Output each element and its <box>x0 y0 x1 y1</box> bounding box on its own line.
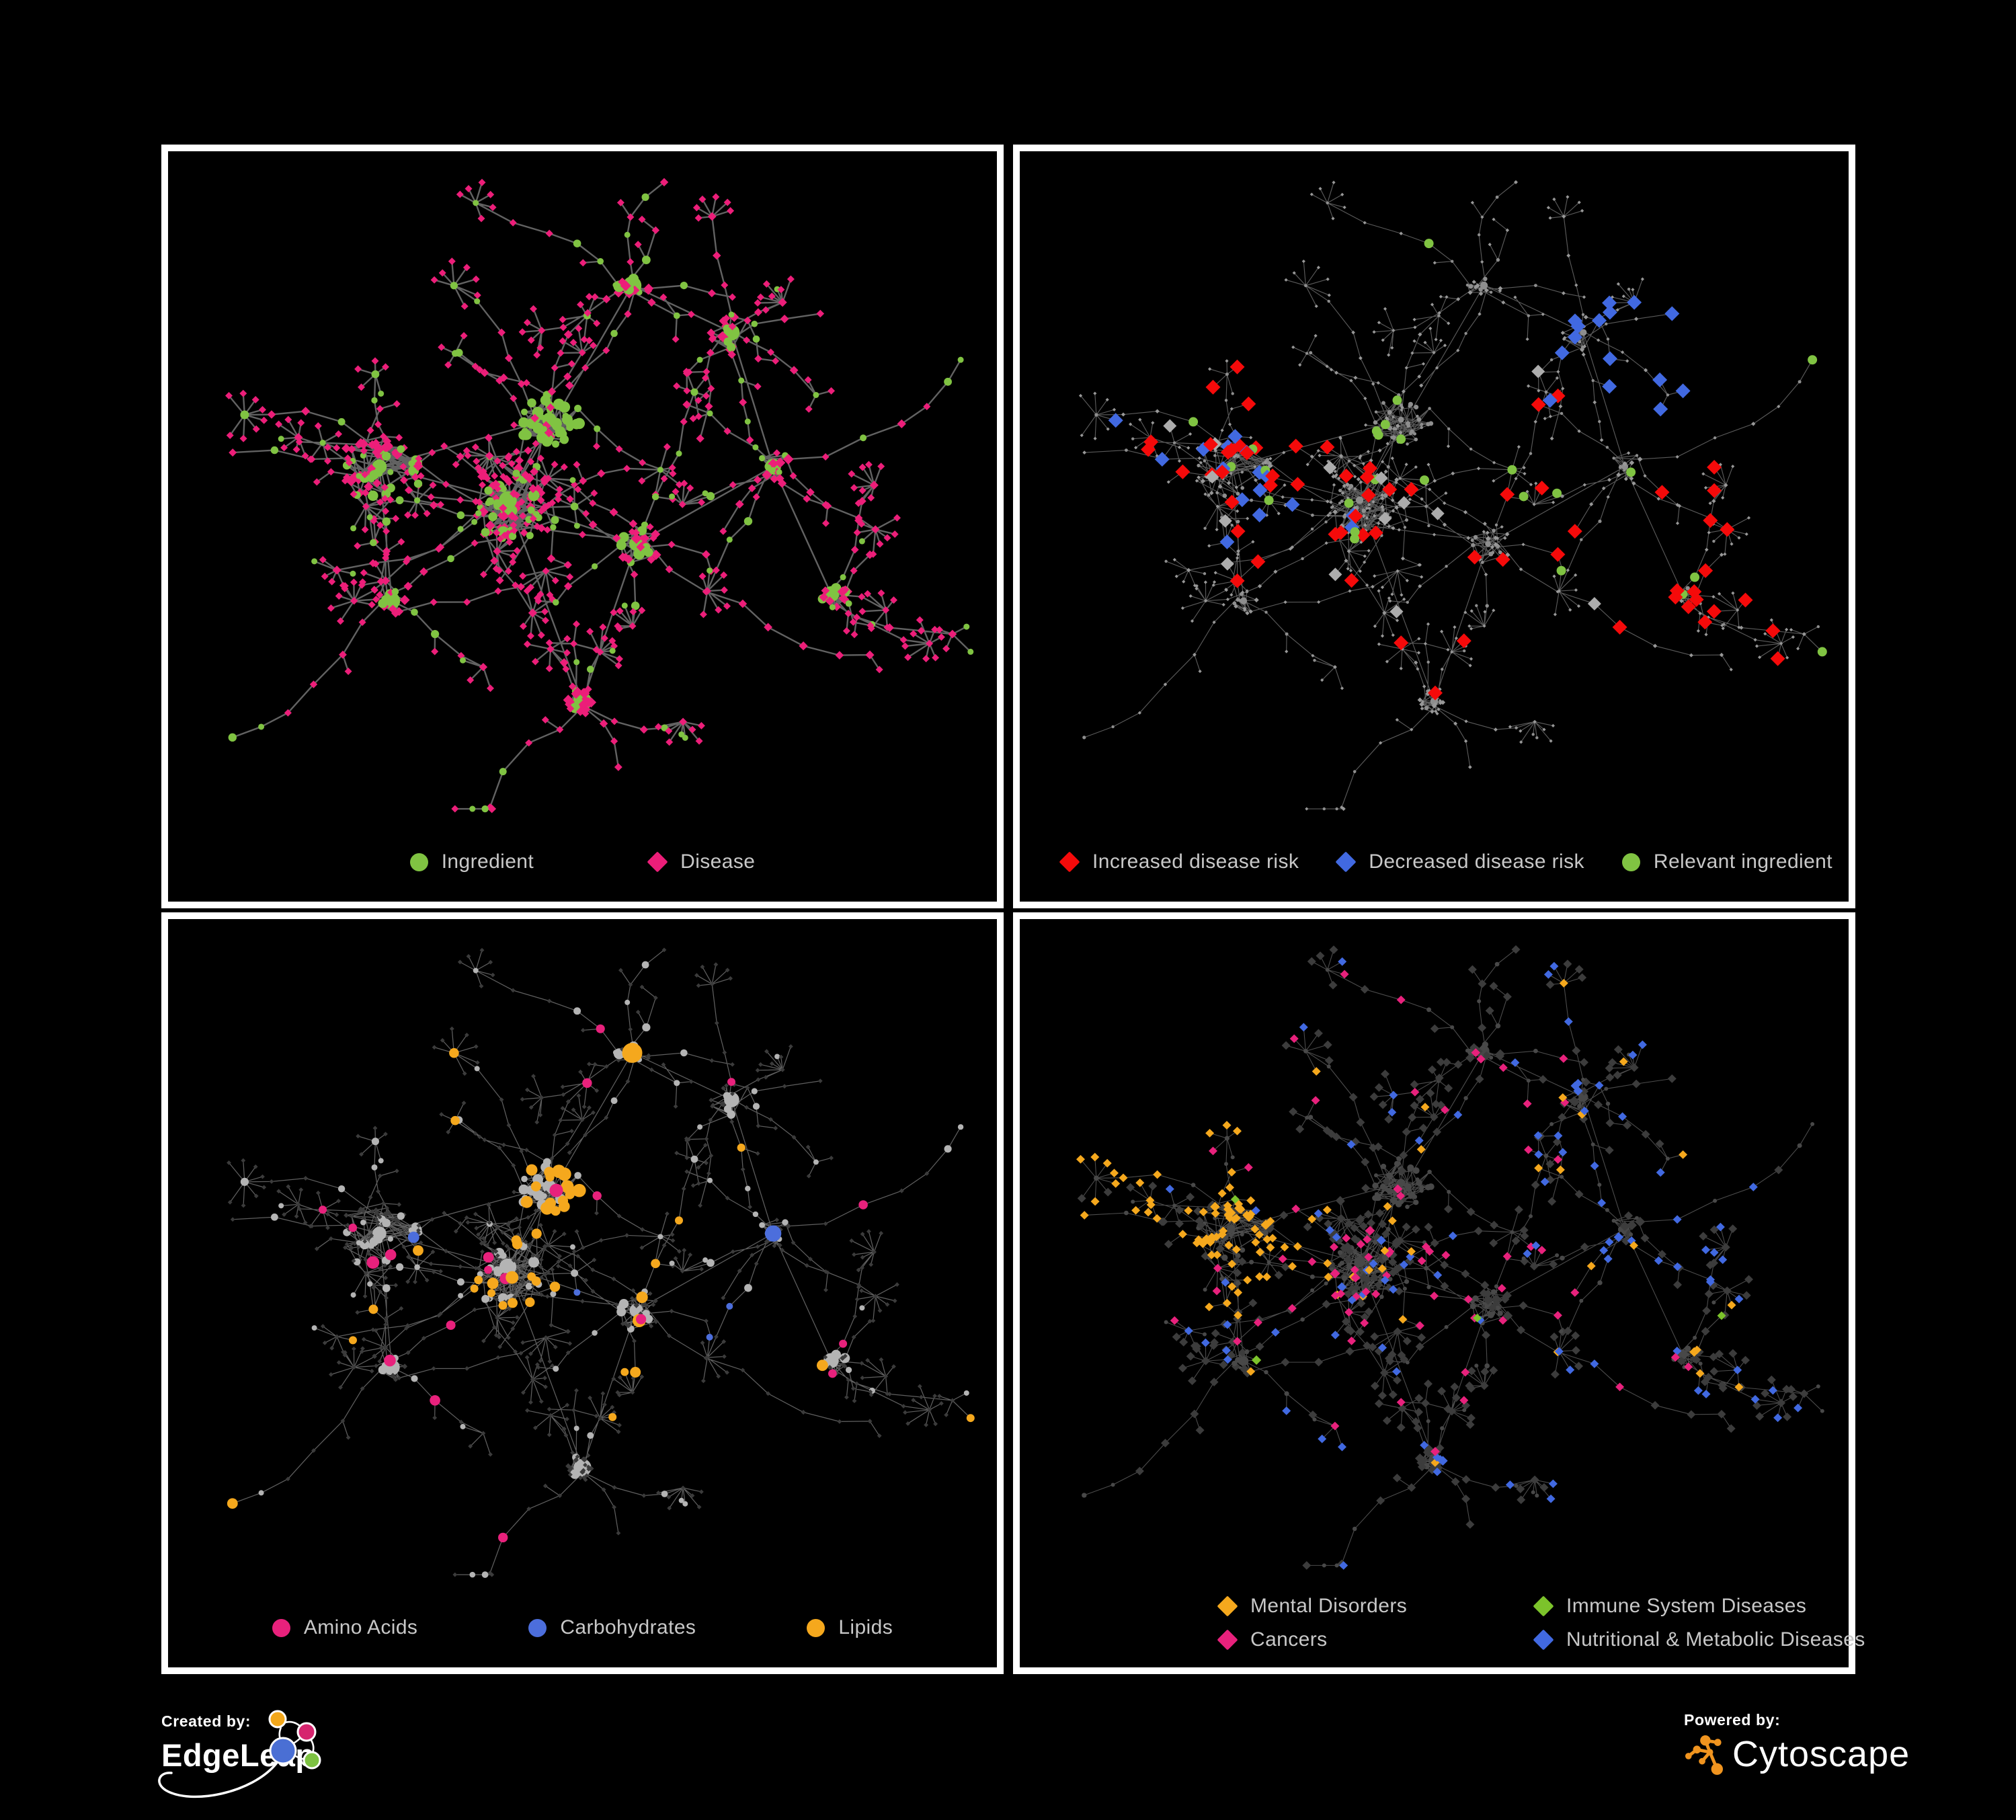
panel-ingredient-classes: Amino Acids Carbohydrates Lipids <box>161 912 1004 1674</box>
legend-circle-marker <box>807 1618 825 1637</box>
panel-ingredient-disease: Ingredient Disease <box>161 145 1004 908</box>
legend-label: Disease <box>680 850 756 873</box>
legend-item: Disease <box>647 850 756 873</box>
legend-label: Ingredient <box>441 850 534 873</box>
legend-diamond-marker <box>1217 1595 1238 1617</box>
edgeleap-wordmark: EdgeLeap <box>161 1737 315 1773</box>
legend-label: Mental Disorders <box>1250 1595 1408 1617</box>
legend-item: Relevant ingredient <box>1621 850 1832 873</box>
edgeleap-credit: Created by: EdgeLeap <box>158 1710 363 1813</box>
legend-circle-marker <box>272 1618 290 1637</box>
network-disease-classes <box>1076 945 1824 1570</box>
legend-disease-risk: Increased disease risk Decreased disease … <box>1020 822 1849 902</box>
cytoscape-wordmark: Cytoscape <box>1732 1734 1910 1774</box>
cytoscape-logo <box>1685 1735 1723 1775</box>
legend-label: Carbohydrates <box>560 1616 696 1638</box>
legend-item: Lipids <box>807 1616 893 1639</box>
legend-circle-marker <box>528 1618 547 1637</box>
legend-ingredient-disease: Ingredient Disease <box>168 822 997 902</box>
legend-label: Relevant ingredient <box>1653 850 1832 873</box>
legend-label: Immune System Diseases <box>1566 1595 1807 1617</box>
legend-label: Nutritional & Metabolic Diseases <box>1566 1628 1865 1651</box>
network-ingredient-disease <box>225 177 974 814</box>
legend-item: Carbohydrates <box>528 1616 696 1639</box>
panel-grid: Ingredient Disease Increased disease risk… <box>161 145 1865 1674</box>
panel-disease-classes: Mental Disorders Immune System Diseases Ca… <box>1013 912 1865 1674</box>
legend-label: Lipids <box>838 1616 893 1638</box>
created-by-label: Created by: <box>161 1712 251 1730</box>
legend-item: Ingredient <box>409 850 534 873</box>
legend-item: Cancers <box>1217 1628 1534 1651</box>
legend-disease-classes: Mental Disorders Immune System Diseases Ca… <box>1020 1579 1865 1667</box>
legend-diamond-marker <box>1335 851 1357 873</box>
legend-label: Increased disease risk <box>1092 850 1299 873</box>
legend-circle-marker <box>409 853 428 871</box>
legend-item: Immune System Diseases <box>1533 1595 1865 1618</box>
legend-item: Mental Disorders <box>1217 1595 1534 1618</box>
legend-diamond-marker <box>1533 1629 1554 1651</box>
network-ingredient-classes <box>227 947 975 1578</box>
legend-item: Increased disease risk <box>1059 850 1299 873</box>
legend-label: Decreased disease risk <box>1369 850 1584 873</box>
legend-diamond-marker <box>647 851 668 873</box>
legend-diamond-marker <box>1217 1629 1238 1651</box>
legend-circle-marker <box>1621 853 1640 871</box>
legend-item: Amino Acids <box>272 1616 417 1639</box>
powered-by-label: Powered by: <box>1684 1711 1781 1729</box>
cytoscape-credit: Powered by: Cytoscape <box>1684 1711 1966 1812</box>
legend-diamond-marker <box>1533 1595 1554 1617</box>
legend-label: Cancers <box>1250 1628 1328 1651</box>
legend-ingredient-classes: Amino Acids Carbohydrates Lipids <box>168 1588 997 1667</box>
legend-item: Decreased disease risk <box>1335 850 1584 873</box>
legend-item: Nutritional & Metabolic Diseases <box>1533 1628 1865 1651</box>
network-disease-risk <box>1078 180 1827 812</box>
legend-label: Amino Acids <box>303 1616 418 1638</box>
legend-diamond-marker <box>1059 851 1080 873</box>
panel-disease-risk: Increased disease risk Decreased disease … <box>1013 145 1855 908</box>
